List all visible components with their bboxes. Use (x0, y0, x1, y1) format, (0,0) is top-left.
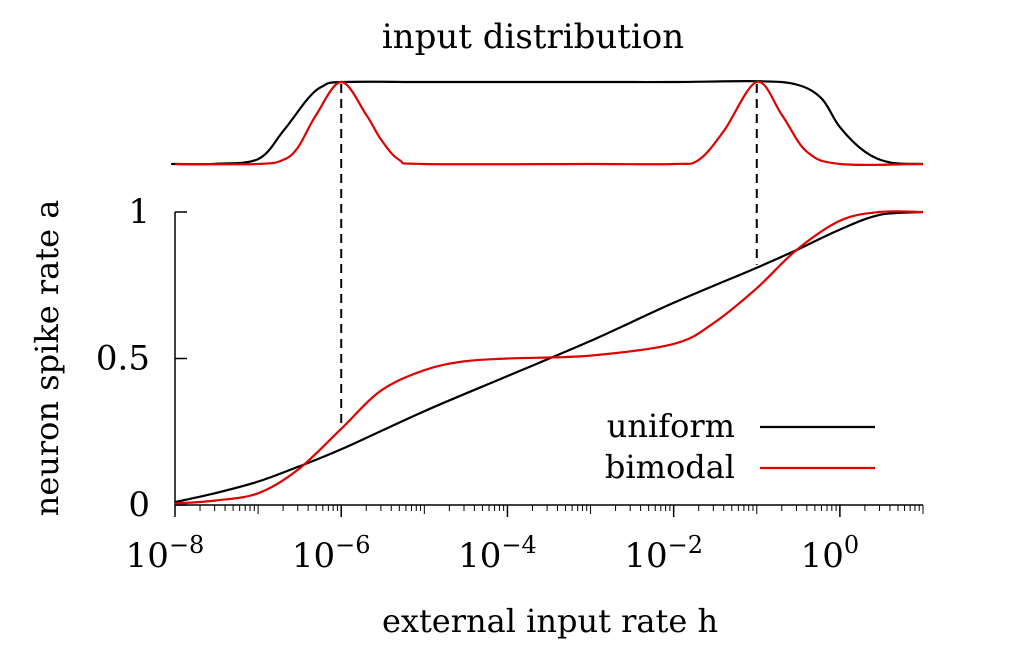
rate-curve-uniform (174, 210, 924, 504)
y-tick-label: 0 (128, 485, 150, 525)
x-tick-label: 10−2 (624, 531, 703, 576)
x-tick-label: 100 (801, 531, 860, 576)
legend-label-uniform: uniform (607, 407, 735, 445)
y-axis-label: neuron spike rate a (28, 200, 66, 517)
distribution-curve-bimodal (174, 80, 924, 167)
distribution-title: input distribution (382, 17, 684, 57)
x-tick-labels: 10−8 10−6 10−4 10−2 100 (126, 531, 859, 576)
x-minor-ticks (199, 505, 924, 514)
x-major-ticks (174, 505, 841, 517)
rate-curve-bimodal (174, 210, 924, 505)
x-tick-label: 10−4 (458, 531, 537, 576)
x-tick-label: 10−6 (292, 531, 371, 576)
y-tick-label: 0.5 (96, 339, 150, 379)
y-ticks (175, 211, 187, 506)
x-tick-label: 10−8 (126, 531, 205, 576)
x-axis-label: external input rate h (382, 602, 718, 640)
distribution-panel (170, 80, 924, 167)
distribution-curve-uniform (170, 80, 924, 166)
y-tick-labels: 10.50 (96, 192, 150, 525)
main-axes (174, 211, 924, 517)
legend-label-bimodal: bimodal (605, 448, 735, 486)
y-tick-label: 1 (128, 192, 150, 232)
legend: uniform bimodal (605, 407, 875, 486)
